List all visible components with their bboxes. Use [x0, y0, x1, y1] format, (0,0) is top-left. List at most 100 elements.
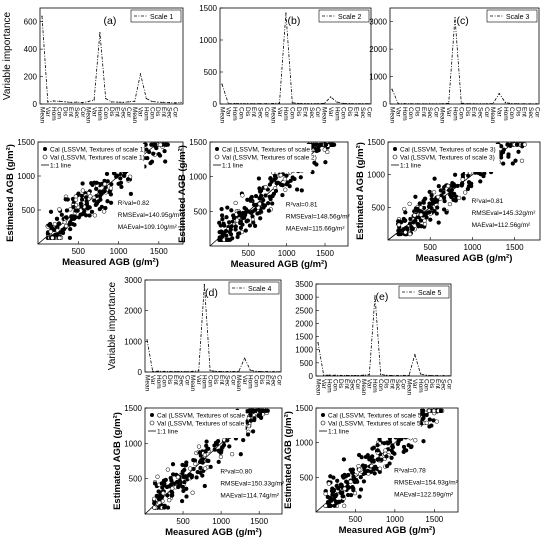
data-point [437, 375, 439, 377]
x-tick-label: Hom [417, 379, 424, 393]
x-tick-label: Con [422, 379, 429, 391]
cal-point [404, 226, 410, 231]
x-tick-label: Ent [470, 107, 477, 117]
cal-point [402, 447, 407, 453]
cal-point [249, 194, 254, 200]
cal-point [257, 186, 262, 191]
cal-point [227, 444, 232, 449]
val-point [460, 177, 465, 182]
cal-point [238, 452, 243, 457]
legend-label: Scale 1 [150, 14, 173, 21]
val-point [152, 496, 157, 501]
cal-point [194, 475, 199, 480]
x-tick-label: Var [149, 375, 156, 385]
cal-point [198, 465, 203, 471]
data-point [391, 374, 393, 377]
cal-point [413, 194, 418, 199]
cal-point [160, 485, 165, 490]
y-tick-label: 1500 [199, 4, 217, 13]
cal-point [421, 439, 426, 444]
cal-point [401, 216, 406, 222]
plot-frame [37, 141, 184, 245]
x-tick-label: Sec [270, 375, 277, 387]
cal-point [330, 486, 335, 491]
cal-point [501, 161, 506, 166]
y-tick-label: 1000 [17, 172, 35, 181]
val-point [88, 194, 93, 199]
cal-point [237, 231, 242, 236]
val-point [342, 503, 347, 508]
legend-label: Val (LSSVM, Textures of scale 5) [328, 421, 423, 428]
cal-point [241, 213, 246, 219]
y-axis-title: Estimated AGB (g/m²) [177, 145, 188, 243]
cal-point [323, 160, 328, 165]
y-tick-label: 1500 [189, 138, 207, 147]
x-tick-label: Sec [440, 379, 447, 391]
cal-point [258, 209, 264, 214]
val-point [196, 444, 202, 449]
x-tick-label: 500 [176, 517, 190, 526]
data-point [221, 370, 223, 373]
data-point [355, 103, 357, 105]
val-point [193, 461, 198, 467]
cal-point [416, 224, 421, 229]
y-tick-label: 1500 [17, 138, 35, 147]
x-tick-label: Dis [244, 107, 251, 117]
data-point [175, 371, 177, 373]
val-point [102, 209, 107, 214]
x-tick-label: 1000 [464, 243, 482, 252]
data-point [374, 295, 376, 297]
x-tick-label: Sec [477, 107, 484, 119]
data-point [221, 83, 223, 85]
cal-point [176, 484, 181, 490]
cal-point [299, 188, 304, 193]
x-axis-title: Measured AGB (g/m²) [62, 257, 159, 268]
val-point [158, 142, 163, 147]
cal-point [346, 472, 351, 478]
val-point [102, 181, 107, 187]
cal-point [170, 490, 175, 495]
val-point [167, 498, 172, 503]
x-axis-title: Measured AGB (g/m²) [165, 527, 262, 538]
x-tick-label: Hom [502, 107, 509, 121]
series-line [221, 13, 370, 105]
cal-point [451, 197, 456, 203]
data-point [163, 101, 165, 103]
data-point [152, 370, 154, 372]
x-tick-label: Var [366, 379, 373, 389]
cal-point [270, 201, 275, 206]
x-tick-label: Hom [247, 375, 254, 389]
data-point [58, 100, 60, 102]
x-tick-label: Mean [189, 375, 196, 392]
series-line [146, 284, 280, 373]
data-point [249, 369, 251, 371]
x-tick-label: Var [395, 107, 402, 117]
stat-text: RMSEval=150.33g/m² [220, 481, 285, 488]
cal-point [395, 441, 401, 447]
data-point [310, 103, 313, 105]
y-tick-label: 500 [194, 207, 208, 216]
x-tick-label: Ent [301, 107, 308, 117]
x-tick-label: Sec [178, 375, 185, 387]
legend-box [130, 9, 182, 23]
cal-point [76, 215, 82, 220]
y-tick-label: 2500 [295, 306, 313, 315]
val-point [80, 188, 85, 193]
data-point [145, 97, 147, 100]
cal-point [398, 231, 404, 237]
y-tick-label: 600 [24, 18, 38, 27]
cal-point [102, 188, 107, 194]
legend-label: Cal (LSSVM, Textures of scale 2) [222, 147, 318, 154]
cal-point [446, 188, 452, 193]
cal-point [98, 197, 103, 202]
data-point [342, 102, 345, 105]
val-point [278, 173, 283, 178]
data-point [93, 99, 95, 101]
cal-point [357, 494, 362, 499]
cal-point [63, 197, 68, 202]
cal-point [253, 193, 259, 199]
y-tick-label: 500 [300, 359, 314, 368]
cal-point [411, 220, 416, 225]
x-tick-label: Con [340, 107, 347, 119]
